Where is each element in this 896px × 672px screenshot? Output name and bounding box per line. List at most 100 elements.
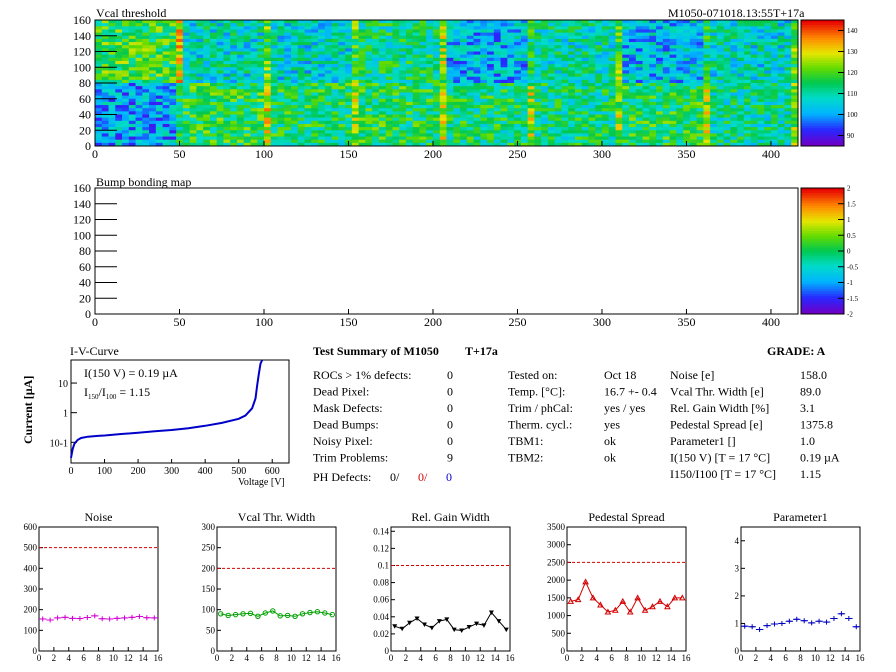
- vcal-heatmap-cell: [101, 38, 109, 43]
- vcal-heatmap-cell: [716, 111, 725, 115]
- y-tick-label: 60: [79, 92, 91, 106]
- vcal-heatmap-cell: [216, 20, 224, 24]
- vcal-heatmap-cell: [385, 142, 393, 147]
- vcal-heatmap-cell: [108, 32, 116, 37]
- vcal-heatmap-cell: [189, 26, 197, 30]
- vcal-heatmap-cell: [155, 123, 163, 128]
- vcal-heatmap-cell: [547, 54, 556, 59]
- vcal-heatmap-cell: [574, 57, 583, 62]
- vcal-heatmap-cell: [547, 60, 556, 65]
- vcal-heatmap-cell: [730, 70, 738, 74]
- vcal-heatmap-cell: [480, 23, 488, 27]
- vcal-heatmap-cell: [270, 130, 278, 134]
- vcal-heatmap-cell: [385, 86, 393, 90]
- vcal-heatmap-cell: [176, 76, 184, 81]
- vcal-heatmap-cell: [568, 98, 576, 103]
- vcal-heatmap-cell: [777, 26, 785, 30]
- small-plot-title: Noise: [85, 510, 113, 524]
- vcal-heatmap-cell: [358, 67, 366, 71]
- summary-right-label: Vcal Thr. Width [e]: [670, 385, 764, 399]
- vcal-heatmap-cell: [561, 57, 569, 62]
- vcal-heatmap-cell: [737, 67, 745, 71]
- vcal-heatmap-cell: [466, 114, 474, 119]
- vcal-heatmap-cell: [142, 23, 150, 27]
- vcal-heatmap-cell: [108, 86, 116, 90]
- vcal-heatmap-cell: [284, 70, 292, 74]
- vcal-heatmap-cell: [95, 114, 103, 119]
- vcal-heatmap-cell: [716, 92, 725, 96]
- vcal-heatmap-cell: [149, 98, 157, 103]
- vcal-heatmap-cell: [182, 111, 191, 115]
- vcal-heatmap-cell: [399, 38, 407, 43]
- vcal-heatmap-cell: [608, 29, 616, 33]
- vcal-heatmap-cell: [196, 45, 204, 49]
- vcal-heatmap-cell: [527, 114, 535, 119]
- vcal-heatmap-cell: [757, 95, 765, 100]
- vcal-heatmap-cell: [703, 86, 711, 90]
- small-y-tick-label: 0.14: [373, 526, 389, 536]
- vcal-heatmap-cell: [676, 79, 684, 84]
- vcal-heatmap-cell: [203, 64, 211, 68]
- vcal-heatmap-cell: [784, 54, 792, 59]
- vcal-heatmap-cell: [230, 54, 238, 59]
- small-plot-point: [421, 622, 427, 627]
- vcal-heatmap-cell: [432, 42, 441, 46]
- vcal-heatmap-cell: [710, 45, 718, 49]
- vcal-heatmap-cell: [561, 35, 569, 40]
- vcal-heatmap-cell: [487, 35, 495, 40]
- vcal-heatmap-cell: [203, 23, 211, 27]
- vcal-heatmap-cell: [351, 45, 360, 49]
- vcal-heatmap-cell: [351, 60, 360, 65]
- vcal-heatmap-cell: [534, 114, 542, 119]
- vcal-heatmap-cell: [358, 73, 366, 78]
- vcal-heatmap-cell: [676, 67, 684, 71]
- vcal-heatmap-cell: [507, 101, 515, 106]
- summary-mid-label: Tested on:: [508, 368, 557, 382]
- vcal-heatmap-cell: [581, 57, 589, 62]
- vcal-heatmap-cell: [223, 54, 231, 59]
- vcal-heatmap-cell: [541, 73, 549, 78]
- vcal-heatmap-cell: [696, 32, 704, 37]
- vcal-heatmap-cell: [209, 51, 218, 56]
- vcal-heatmap-cell: [318, 45, 326, 49]
- vcal-heatmap-cell: [284, 136, 292, 141]
- vcal-heatmap-cell: [507, 133, 515, 137]
- vcal-heatmap-cell: [601, 32, 610, 37]
- vcal-heatmap-cell: [669, 101, 677, 106]
- vcal-heatmap-cell: [514, 114, 522, 119]
- vcal-heatmap-cell: [716, 89, 725, 93]
- vcal-heatmap-cell: [101, 57, 109, 62]
- vcal-heatmap-cell: [737, 105, 745, 109]
- vcal-heatmap-cell: [635, 32, 643, 37]
- small-x-tick-label: 6: [259, 653, 264, 663]
- vcal-heatmap-cell: [291, 111, 299, 115]
- vcal-heatmap-cell: [750, 76, 758, 81]
- vcal-heatmap-cell: [608, 70, 616, 74]
- small-plot-point: [846, 615, 852, 621]
- vcal-heatmap-cell: [601, 111, 610, 115]
- vcal-heatmap-cell: [480, 130, 488, 134]
- vcal-heatmap-cell: [196, 120, 204, 125]
- vcal-heatmap-cell: [777, 70, 785, 74]
- vcal-heatmap-cell: [527, 108, 535, 112]
- vcal-heatmap-cell: [561, 70, 569, 74]
- vcal-heatmap-cell: [95, 73, 103, 78]
- vcal-heatmap-cell: [473, 83, 481, 87]
- vcal-heatmap-cell: [649, 95, 657, 100]
- vcal-heatmap-cell: [358, 70, 366, 74]
- vcal-heatmap-cell: [703, 73, 711, 78]
- vcal-heatmap-cell: [730, 26, 738, 30]
- vcal-heatmap-cell: [460, 79, 468, 84]
- vcal-heatmap-cell: [561, 142, 569, 147]
- vcal-heatmap-cell: [270, 123, 278, 128]
- vcal-heatmap-cell: [554, 111, 562, 115]
- vcal-heatmap-cell: [500, 127, 508, 131]
- vcal-heatmap-cell: [547, 139, 556, 144]
- vcal-heatmap-cell: [777, 73, 785, 78]
- vcal-heatmap-cell: [324, 60, 332, 65]
- vcal-heatmap-cell: [635, 108, 643, 112]
- palette-band: [801, 268, 844, 272]
- vcal-heatmap-cell: [142, 54, 150, 59]
- vcal-heatmap-cell: [250, 79, 258, 84]
- vcal-heatmap-cell: [426, 20, 434, 24]
